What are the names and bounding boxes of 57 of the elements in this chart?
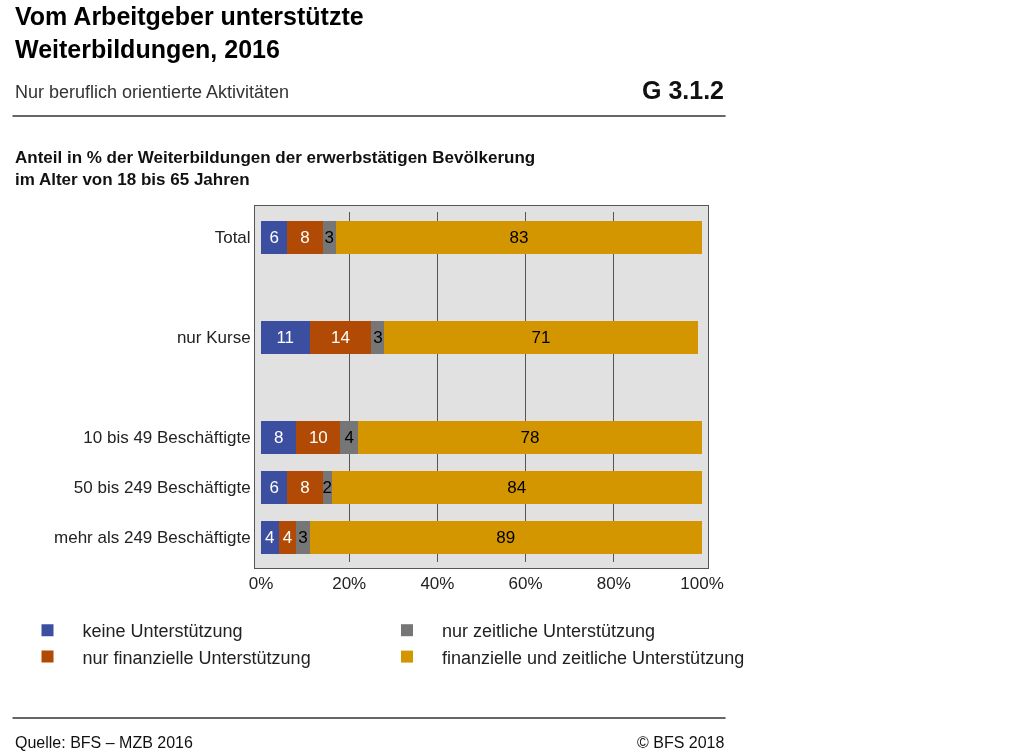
data-label: 89 <box>496 527 516 547</box>
data-label: 3 <box>373 327 383 347</box>
legend-label: keine Unterstützung <box>82 621 243 642</box>
y-tick-label: 10 bis 49 Beschäftigte <box>83 427 251 447</box>
bar <box>384 320 698 354</box>
bar <box>340 420 359 454</box>
bar <box>261 220 288 254</box>
data-label: 11 <box>276 327 295 347</box>
legend-label: finanzielle und zeitliche Unterstützung <box>441 647 745 668</box>
bar <box>296 520 310 554</box>
data-label: 2 <box>322 477 332 497</box>
x-tick-label: 80% <box>596 574 631 594</box>
source-note: Quelle: BFS – MZB 2016 <box>15 734 193 751</box>
chart-title: Vom Arbeitgeber unterstützte Weiterbildungen, 2016 <box>15 2 364 63</box>
data-label: 71 <box>531 327 551 347</box>
x-tick-label: 20% <box>332 574 367 594</box>
bar <box>261 470 288 504</box>
data-label: 3 <box>298 527 308 547</box>
bar <box>261 520 279 554</box>
data-label: 8 <box>300 227 310 247</box>
data-label: 4 <box>265 527 275 547</box>
bar <box>335 220 702 254</box>
bar <box>261 320 310 354</box>
bar <box>309 520 702 554</box>
data-label: 6 <box>269 227 279 247</box>
bar <box>287 220 323 254</box>
bar <box>358 420 702 454</box>
chart-subtitle: Nur beruflich orientierte Aktivitäten <box>15 82 290 102</box>
legend-label: nur finanzielle Unterstützung <box>82 647 311 668</box>
y-tick-label: Total <box>214 227 251 247</box>
data-label: 6 <box>269 477 279 497</box>
legend-label: nur zeitliche Unterstützung <box>441 621 656 642</box>
y-tick-label: 50 bis 249 Beschäftigte <box>73 477 251 497</box>
y-tick-label: nur Kurse <box>176 327 251 347</box>
x-tick-label: 100% <box>680 574 724 594</box>
x-tick-label: 60% <box>508 574 543 594</box>
x-tick-label: 0% <box>248 574 274 594</box>
data-label: 4 <box>344 427 354 447</box>
text: © BFS 2018 <box>637 734 725 751</box>
data-label: 14 <box>330 327 350 347</box>
data-label: 78 <box>520 427 540 447</box>
x-tick-label: 40% <box>420 574 455 594</box>
bar <box>261 420 297 454</box>
bar <box>296 420 341 454</box>
bar <box>287 470 323 504</box>
bar <box>309 320 372 354</box>
data-label: 83 <box>509 227 529 247</box>
data-label: 3 <box>324 227 335 247</box>
data-label: 84 <box>507 477 527 497</box>
data-label: 8 <box>273 427 284 447</box>
text: G 3.1.2 <box>642 76 724 104</box>
bar <box>331 470 702 504</box>
data-label: 10 <box>308 427 328 447</box>
data-label: 4 <box>282 527 293 547</box>
y-tick-label: mehr als 249 Beschäftigte <box>54 527 251 547</box>
text: Anteil in % der Weiterbildungen der erwerbstätigen Bevölkerung im Alter von 18 bis 65 Jahren <box>15 148 536 190</box>
data-label: 8 <box>300 477 310 497</box>
